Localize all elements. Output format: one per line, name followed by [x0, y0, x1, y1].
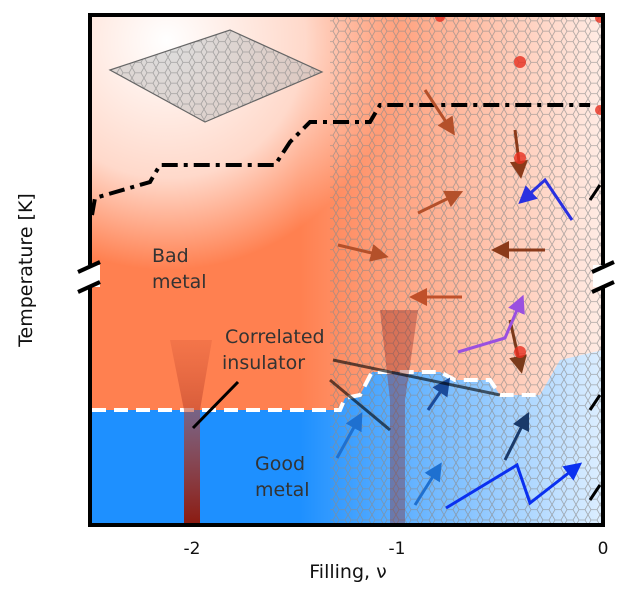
correlated-insulator-label-line2: insulator — [222, 352, 305, 374]
y-axis-label: Temperature [K] — [15, 193, 37, 348]
phase-boundary — [92, 370, 540, 412]
x-tick-label: -2 — [184, 539, 201, 559]
correlated-insulator-label-line1: Correlated — [225, 326, 325, 348]
good-metal-label-line1: Good — [255, 453, 305, 475]
axis-break-marks — [77, 260, 615, 294]
x-tick-label: -1 — [389, 539, 406, 559]
insulator-cone-nu-2 — [170, 340, 212, 525]
bad-metal-label-line2: metal — [152, 271, 207, 293]
crossover-line — [90, 103, 590, 216]
x-tick-label: 0 — [598, 539, 609, 559]
bad-metal-label-line1: Bad — [152, 245, 189, 267]
insulator-cone-nu-1 — [380, 310, 418, 525]
spin-arrows — [335, 89, 602, 510]
graphene-sheet-illustration — [108, 29, 324, 123]
x-axis-label: Filling, ν — [309, 561, 386, 583]
lattice-overlay — [330, 15, 603, 525]
connector-lines — [191, 358, 501, 432]
good-metal-label-line2: metal — [255, 479, 310, 501]
